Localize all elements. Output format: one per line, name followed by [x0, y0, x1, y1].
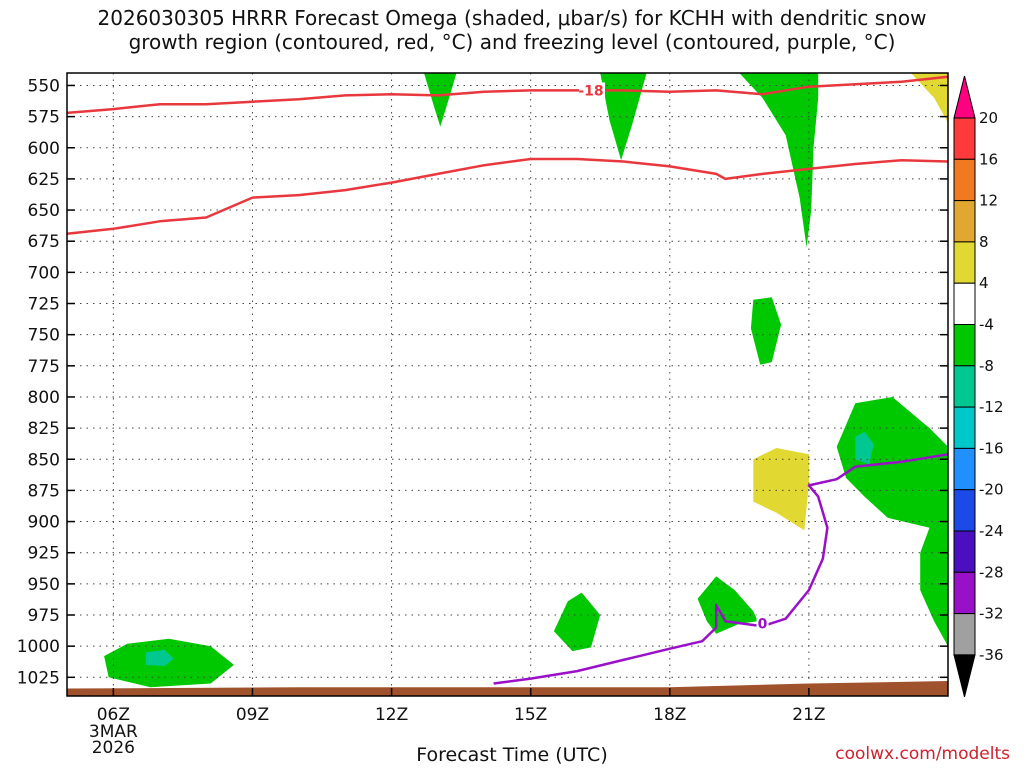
- y-tick-label-775: 775: [28, 357, 60, 377]
- colorbar-label-3: 8: [979, 233, 989, 251]
- colorbar-box-6: [953, 365, 976, 408]
- contour-label-bg-0: [756, 614, 769, 631]
- colorbar-label-8: -16: [979, 439, 1004, 457]
- omega-region-1: [145, 649, 174, 667]
- y-tick-label-750: 750: [28, 326, 60, 346]
- y-axis: 550 575 600 625 650 675 700 725 750 775 800 825 850 8…: [17, 76, 948, 688]
- colorbar-box-4: [953, 282, 976, 326]
- colorbar-box-12: [953, 613, 976, 656]
- x-tick-label-15Z: 15Z: [514, 705, 547, 725]
- y-tick-label-725: 725: [28, 295, 60, 315]
- contour-0: [493, 453, 949, 685]
- colorbar-box-3: [953, 241, 976, 284]
- colorbar-box-7: [953, 406, 976, 449]
- contour--12: [66, 157, 949, 235]
- colorbar-top-arrow: [953, 75, 976, 119]
- colorbar-box-1: [953, 158, 976, 202]
- contour-label-0: 0: [758, 617, 768, 633]
- contour-lines: -18 0: [66, 75, 949, 685]
- x-tick-label-18Z: 18Z: [653, 705, 686, 725]
- colorbar-box-8: [953, 447, 976, 491]
- omega-region-3: [600, 73, 647, 161]
- y-tick-label-575: 575: [28, 108, 60, 128]
- colorbar-bottom-arrow: [953, 654, 976, 698]
- colorbar-label-13: -36: [979, 646, 1004, 664]
- omega-region-2: [424, 73, 457, 127]
- y-tick-label-825: 825: [28, 419, 60, 439]
- colorbar-label-10: -24: [979, 522, 1004, 540]
- terrain-ground: [67, 681, 948, 696]
- title-line-2: growth region (contoured, red, °C) and f…: [128, 30, 896, 54]
- y-tick-label-625: 625: [28, 170, 60, 190]
- plot-frame: [66, 72, 949, 697]
- omega-region-10: [753, 448, 809, 531]
- y-tick-label-700: 700: [28, 263, 60, 283]
- omega-region-7: [855, 431, 874, 465]
- y-tick-label-875: 875: [28, 481, 60, 501]
- contour-label-bg-18: [578, 82, 605, 98]
- chart-title: 2026030305 HRRR Forecast Omega (shaded, …: [0, 6, 1024, 54]
- date-label-1: 2026: [92, 738, 135, 758]
- contour-label-18: -18: [578, 83, 603, 99]
- omega-region-8: [553, 592, 601, 652]
- colorbar-label-12: -32: [979, 605, 1004, 623]
- omega-shading: [104, 73, 948, 688]
- ground-fill: [67, 681, 948, 696]
- omega-region-9: [697, 576, 758, 634]
- y-tick-label-600: 600: [28, 139, 60, 159]
- x-tick-label-09Z: 09Z: [236, 705, 269, 725]
- colorbar-box-2: [953, 200, 976, 243]
- colorbar-box-0: [953, 117, 976, 160]
- contour--18: [66, 75, 949, 115]
- omega-region-4: [739, 73, 819, 248]
- colorbar-label-7: -12: [979, 398, 1004, 416]
- y-tick-label-650: 650: [28, 201, 60, 221]
- title-line-1: 2026030305 HRRR Forecast Omega (shaded, …: [97, 6, 927, 30]
- colorbar-label-1: 16: [979, 150, 998, 168]
- y-tick-label-975: 975: [28, 606, 60, 626]
- omega-region-5: [750, 297, 782, 365]
- colorbar-label-5: -4: [979, 316, 994, 334]
- date-label-0: 3MAR: [89, 722, 138, 742]
- colorbar-box-5: [953, 324, 976, 367]
- colorbar-label-11: -28: [979, 563, 1004, 581]
- omega-region-6: [836, 397, 948, 647]
- y-tick-label-550: 550: [28, 76, 60, 96]
- grid-lines: [67, 73, 948, 696]
- colorbar-box-9: [953, 489, 976, 532]
- x-tick-label-21Z: 21Z: [792, 705, 825, 725]
- y-tick-label-950: 950: [28, 575, 60, 595]
- colorbar-label-9: -20: [979, 481, 1004, 499]
- credit-link[interactable]: coolwx.com/modelts: [835, 744, 1010, 764]
- y-tick-label-850: 850: [28, 450, 60, 470]
- colorbar-label-0: 20: [979, 109, 998, 127]
- colorbar-box-11: [953, 571, 976, 615]
- colorbar-label-6: -8: [979, 357, 994, 375]
- y-tick-label-900: 900: [28, 513, 60, 533]
- y-tick-label-1000: 1000: [17, 637, 60, 657]
- y-tick-label-925: 925: [28, 544, 60, 564]
- colorbar-box-10: [953, 530, 976, 573]
- y-tick-label-1025: 1025: [17, 668, 60, 688]
- colorbar: 20 16 12 8 4 -4 -8 -12 -16 -20 -24 -28 -32 -36: [953, 75, 1004, 698]
- colorbar-label-4: 4: [979, 274, 989, 292]
- y-tick-label-675: 675: [28, 232, 60, 252]
- x-tick-label-06Z: 06Z: [97, 705, 130, 725]
- y-tick-label-800: 800: [28, 388, 60, 408]
- colorbar-label-2: 12: [979, 192, 998, 210]
- x-axis-label: Forecast Time (UTC): [416, 744, 608, 766]
- x-tick-label-12Z: 12Z: [375, 705, 408, 725]
- omega-region-0: [104, 638, 234, 688]
